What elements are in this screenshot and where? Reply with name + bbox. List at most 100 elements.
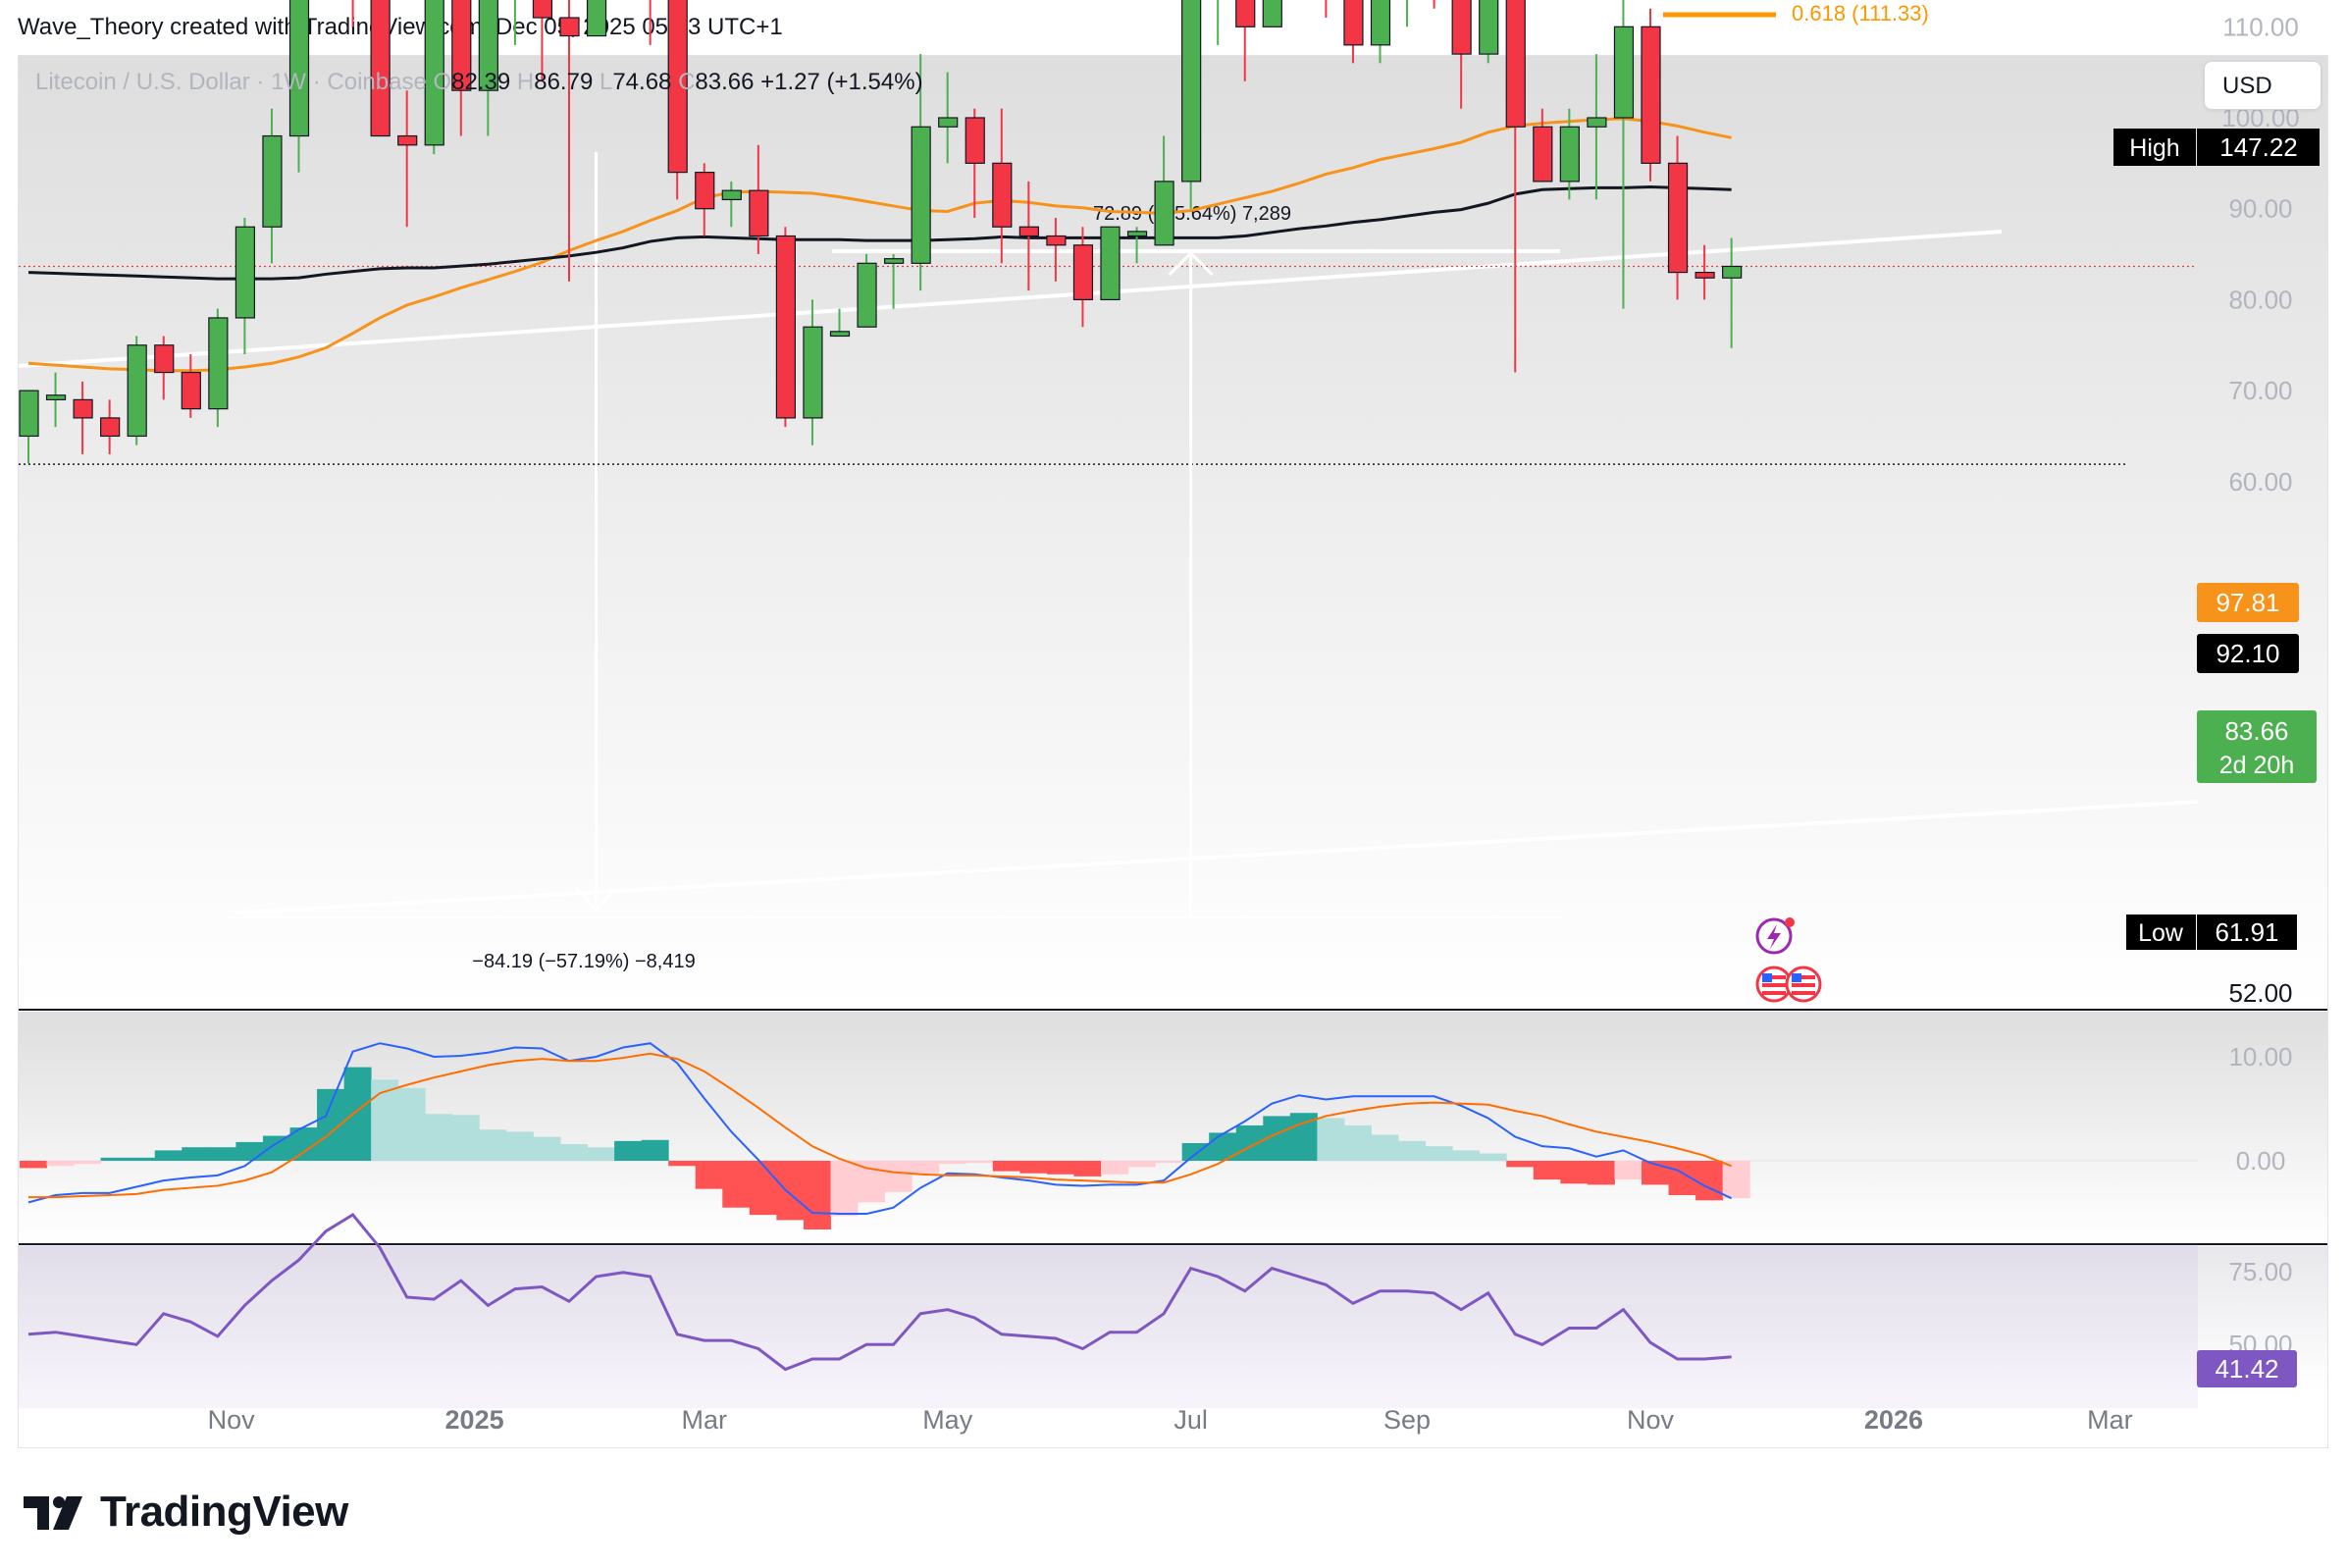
macd-histogram-bar: [1452, 1150, 1481, 1161]
candle-body: [1072, 244, 1094, 300]
candle-body: [532, 0, 553, 19]
price-axis-tick: 60.00: [2228, 467, 2292, 497]
us-flag-event-icon[interactable]: [1755, 966, 1822, 1003]
lightning-event-icon[interactable]: [1755, 917, 1795, 955]
candle-body: [235, 226, 255, 319]
candle: [513, 0, 516, 45]
candle: [100, 399, 121, 454]
candle: [1018, 181, 1039, 291]
macd-histogram-bar: [749, 1161, 777, 1216]
candle-body: [938, 117, 959, 128]
candle-body: [775, 235, 797, 419]
low-value: 74.68: [612, 69, 672, 95]
currency-selector[interactable]: USD: [2204, 61, 2321, 110]
candle: [288, 0, 310, 173]
candle: [1433, 0, 1435, 9]
price-axis-tick: 80.00: [2228, 285, 2292, 314]
channel-lower-line: [235, 800, 2199, 915]
rsi-value-label: 41.42: [2197, 1350, 2297, 1387]
candle: [181, 354, 201, 418]
chart-legend[interactable]: Litecoin / U.S. Dollar · 1W · Coinbase O…: [35, 69, 923, 96]
candle-body: [1641, 26, 1661, 164]
time-axis[interactable]: Nov 2025 Mar May Jul Sep Nov 2026 Mar: [208, 1405, 2133, 1435]
macd-pane: 10.00 0.00: [19, 1042, 2293, 1229]
macd-axis-tick: 0.00: [2236, 1146, 2286, 1176]
macd-histogram-bar: [1019, 1161, 1048, 1174]
time-axis-tick: Nov: [1627, 1405, 1675, 1435]
symbol-description[interactable]: Litecoin / U.S. Dollar · 1W · Coinbase: [35, 69, 427, 95]
events-icons[interactable]: [1755, 917, 1822, 1003]
candle: [127, 336, 147, 445]
candle: [451, 0, 472, 136]
candle: [424, 0, 444, 155]
macd-histogram-bar: [884, 1161, 913, 1192]
price-axis-tick: 52.00: [2228, 978, 2292, 1008]
low-label: L: [599, 69, 613, 95]
macd-histogram-bar: [235, 1141, 264, 1161]
candle: [73, 381, 93, 454]
candle-body: [1533, 126, 1553, 183]
candle: [1217, 0, 1220, 45]
macd-histogram-bar: [1371, 1134, 1399, 1161]
macd-histogram-bar: [262, 1135, 290, 1161]
candle-body: [1370, 0, 1391, 46]
tradingview-brand[interactable]: TradingView: [24, 1488, 348, 1537]
candle-body: [1613, 26, 1635, 119]
macd-histogram-bar: [830, 1161, 859, 1217]
time-axis-tick: 2025: [445, 1405, 504, 1435]
macd-histogram-bar: [1506, 1161, 1535, 1168]
high-label-text: High: [2129, 134, 2179, 162]
candle: [1343, 0, 1364, 64]
macd-histogram-bar: [1560, 1161, 1589, 1184]
candle: [154, 336, 175, 400]
bar-countdown: 2d 20h: [2219, 752, 2294, 779]
macd-histogram-bar: [1101, 1161, 1128, 1175]
macd-histogram-bar: [479, 1129, 507, 1161]
candle-body: [1505, 0, 1526, 128]
candle-body: [451, 0, 472, 91]
macd-histogram-bar: [965, 1161, 994, 1164]
rsi-line: [27, 1213, 1732, 1372]
close-label: C: [678, 69, 696, 95]
candle-body: [883, 258, 905, 264]
candle: [649, 0, 652, 45]
high-value: 86.79: [534, 69, 594, 95]
macd-histogram-bar: [343, 1067, 372, 1161]
candle: [1046, 217, 1067, 282]
candle: [19, 390, 39, 464]
macd-histogram-bar: [371, 1079, 399, 1161]
candle-body: [1046, 235, 1067, 246]
macd-histogram-bar: [1587, 1161, 1615, 1185]
low-label: Low 61.91: [2126, 915, 2297, 950]
candle-body: [857, 262, 877, 328]
candle: [1505, 0, 1526, 373]
current-price-value: 83.66: [2224, 716, 2288, 746]
ma-fast-price-label: 97.81: [2197, 583, 2299, 622]
macd-histogram-bar: [46, 1161, 75, 1167]
drop-measure-label: −84.19 (−57.19%) −8,419: [472, 951, 695, 972]
macd-histogram-bar: [641, 1139, 669, 1161]
candle: [351, 0, 354, 27]
macd-histogram-bar: [1695, 1161, 1724, 1201]
change-value: +1.27 (+1.54%): [760, 69, 923, 95]
rsi-axis-tick: 75.00: [2228, 1257, 2292, 1286]
candle: [1533, 108, 1553, 183]
candle: [1126, 227, 1148, 264]
candle-body: [262, 134, 283, 228]
time-axis-tick: Nov: [208, 1405, 256, 1435]
candle: [586, 0, 607, 37]
candle: [1370, 0, 1391, 64]
macd-histogram-bar: [722, 1161, 751, 1208]
candle: [857, 254, 877, 328]
candle-body: [19, 390, 39, 438]
open-label: O: [433, 69, 452, 95]
macd-histogram-bar: [803, 1161, 831, 1229]
candle-body: [1262, 0, 1282, 27]
candle: [208, 308, 229, 428]
candle-body: [1587, 117, 1607, 128]
macd-histogram-bar: [397, 1087, 426, 1161]
candle-body: [695, 172, 715, 210]
macd-histogram-bar: [1073, 1161, 1102, 1176]
